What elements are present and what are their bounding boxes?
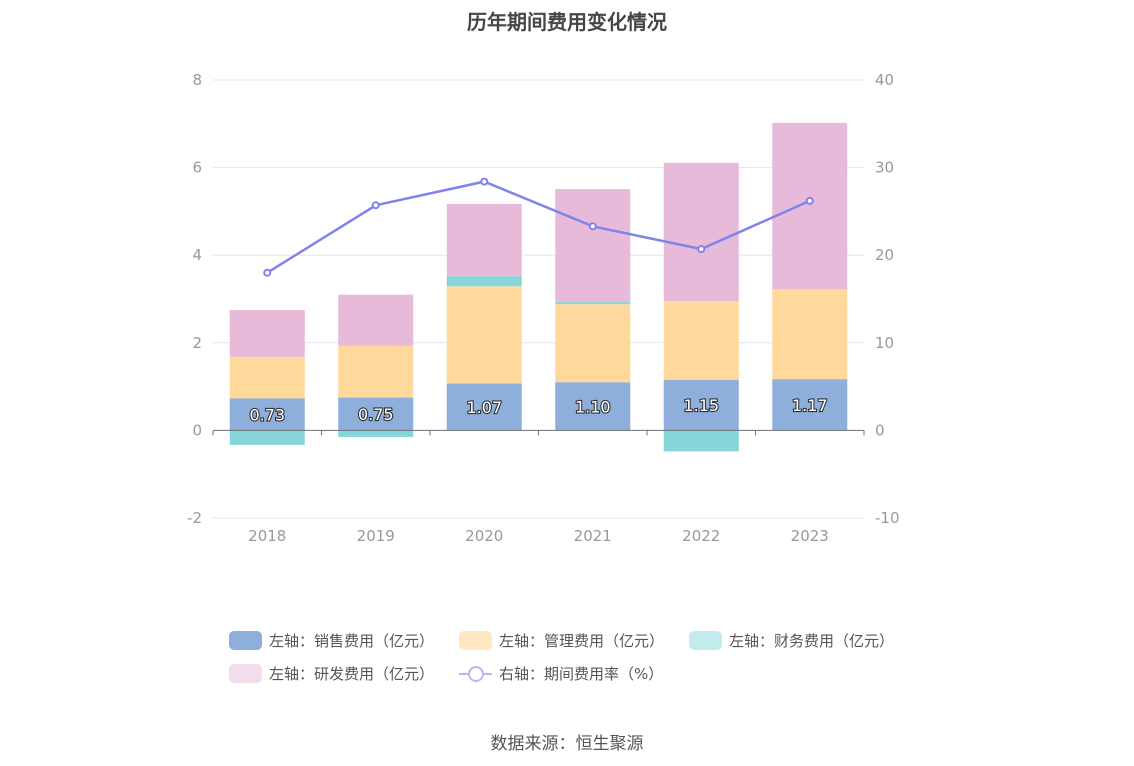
bar-0-2018 — [229, 398, 305, 431]
bar-0-2019 — [338, 397, 414, 431]
y-right-tick-label: 0 — [875, 421, 885, 439]
legend-item-finance[interactable]: 左轴：财务费用（亿元） — [689, 630, 894, 651]
y-right-tick-label: 10 — [875, 334, 894, 352]
expense-ratio-point — [805, 196, 814, 205]
legend-label-finance: 左轴：财务费用（亿元） — [729, 632, 895, 650]
legend-swatch-finance — [689, 631, 722, 650]
bar-1-2019 — [338, 345, 414, 398]
data-label: 0.75 — [358, 405, 394, 424]
bar-1-2023 — [772, 289, 848, 380]
y-left-tick-label: 2 — [192, 334, 202, 352]
bar-1-2022 — [663, 301, 739, 381]
bar-1-2020 — [446, 286, 522, 384]
data-label: 0.73 — [249, 405, 285, 424]
y-left-tick-label: 6 — [192, 159, 202, 177]
x-tick-label: 2019 — [357, 527, 395, 545]
data-label: 1.10 — [575, 397, 611, 416]
legend-swatch-admin — [459, 631, 492, 650]
x-tick-label: 2023 — [791, 527, 829, 545]
legend-swatch-rnd — [229, 664, 262, 683]
bar-2-2020 — [446, 276, 522, 287]
bar-3-2019 — [338, 294, 414, 346]
legend-item-expense-ratio[interactable]: 右轴：期间费用率（%） — [459, 663, 663, 684]
bar-0-2021 — [555, 382, 631, 431]
y-left-tick-label: 0 — [192, 421, 202, 439]
bar-2-2018 — [229, 430, 305, 445]
expense-ratio-point — [263, 268, 272, 277]
expense-ratio-point — [371, 201, 380, 210]
x-tick-label: 2022 — [682, 527, 720, 545]
bar-2-2019 — [338, 430, 414, 437]
expense-ratio-line — [266, 180, 811, 274]
legend-line-marker-icon — [459, 664, 492, 683]
bar-0-2023 — [772, 379, 848, 431]
legend-label-expense-ratio: 右轴：期间费用率（%） — [499, 665, 664, 683]
bar-2-2022 — [663, 430, 739, 452]
bar-1-2018 — [229, 356, 305, 399]
data-label: 1.07 — [466, 398, 502, 417]
expense-ratio-point — [697, 245, 706, 254]
legend-label-sales: 左轴：销售费用（亿元） — [269, 632, 435, 650]
data-source: 数据来源：恒生聚源 — [490, 734, 644, 754]
bar-3-2020 — [446, 203, 522, 277]
legend-swatch-sales — [229, 631, 262, 650]
expense-ratio-point — [588, 222, 597, 231]
y-right-tick-label: -10 — [875, 509, 900, 527]
y-right-tick-label: 20 — [875, 246, 894, 264]
chart-title: 历年期间费用变化情况 — [467, 10, 667, 34]
data-label: 1.15 — [683, 396, 719, 415]
legend-item-rnd[interactable]: 左轴：研发费用（亿元） — [229, 663, 434, 684]
y-left-tick-label: -2 — [187, 509, 202, 527]
bar-2-2021 — [555, 302, 631, 305]
x-tick-label: 2020 — [465, 527, 503, 545]
bar-3-2018 — [229, 309, 305, 357]
legend-item-sales[interactable]: 左轴：销售费用（亿元） — [229, 630, 434, 651]
bar-0-2020 — [446, 383, 522, 431]
bar-1-2021 — [555, 304, 631, 383]
y-right-tick-label: 30 — [875, 159, 894, 177]
x-tick-label: 2018 — [248, 527, 286, 545]
bar-0-2022 — [663, 380, 739, 431]
bar-3-2022 — [663, 162, 739, 302]
y-right-tick-label: 40 — [875, 71, 894, 89]
y-left-tick-label: 8 — [192, 71, 202, 89]
y-left-tick-label: 4 — [192, 246, 202, 264]
legend-item-admin[interactable]: 左轴：管理费用（亿元） — [459, 630, 664, 651]
legend-label-admin: 左轴：管理费用（亿元） — [499, 632, 665, 650]
data-label: 1.17 — [792, 396, 828, 415]
x-tick-label: 2021 — [574, 527, 612, 545]
expense-ratio-point — [480, 177, 489, 186]
bar-3-2021 — [555, 189, 631, 303]
legend-label-rnd: 左轴：研发费用（亿元） — [269, 665, 435, 683]
bar-3-2023 — [772, 122, 848, 290]
